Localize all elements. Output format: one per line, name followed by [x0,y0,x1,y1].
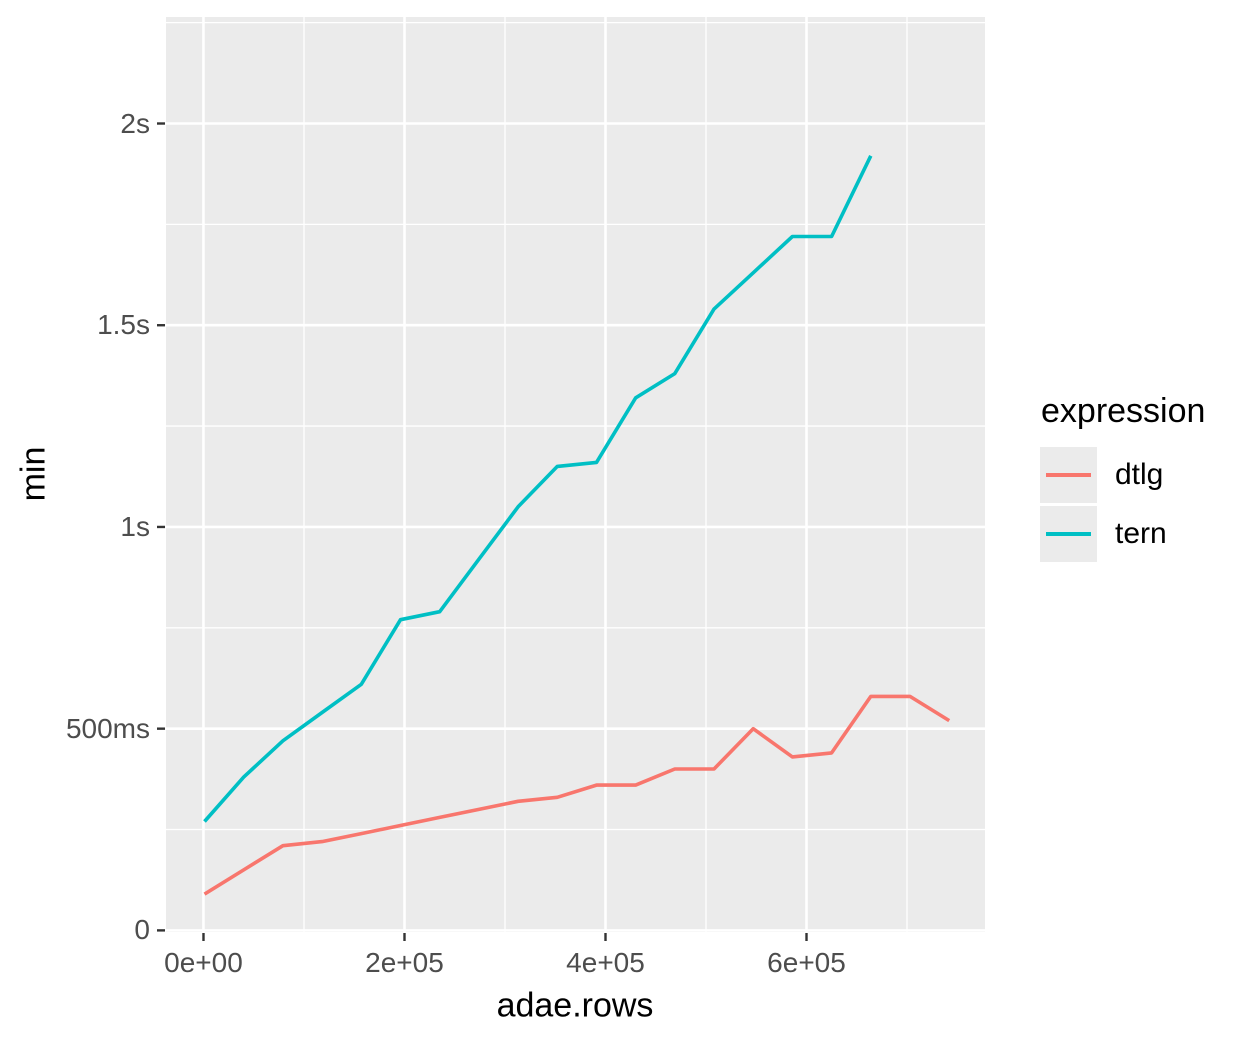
x-tick-label: 4e+05 [566,947,645,978]
plot-panel [166,17,985,932]
dtlg-line-swatch-icon [1046,473,1091,477]
tern-line-swatch-icon [1046,532,1091,536]
series-line-tern [203,155,873,823]
y-tick-label: 2s [120,107,150,139]
y-axis-title: min [14,446,53,502]
series-line-dtlg [203,694,951,896]
y-tick-label: 0 [134,914,150,946]
legend-title: expression [1041,392,1206,430]
legend-key-tern [1040,506,1097,562]
x-tick-label: 6e+05 [767,947,846,978]
y-tick-label: 1s [120,510,150,542]
legend-label-dtlg: dtlg [1115,458,1164,491]
x-tick-label: 2e+05 [365,947,444,978]
legend-item-tern: tern [1040,506,1250,562]
x-axis-title: adae.rows [496,986,654,1025]
y-tick-label: 1.5s [97,309,150,341]
legend: expression dtlg tern [1040,392,1250,565]
legend-item-dtlg: dtlg [1040,447,1250,503]
legend-label-tern: tern [1115,517,1167,550]
y-tick-label: 500ms [65,712,150,744]
legend-key-dtlg [1040,447,1097,503]
x-tick-label: 0e+00 [164,947,243,978]
